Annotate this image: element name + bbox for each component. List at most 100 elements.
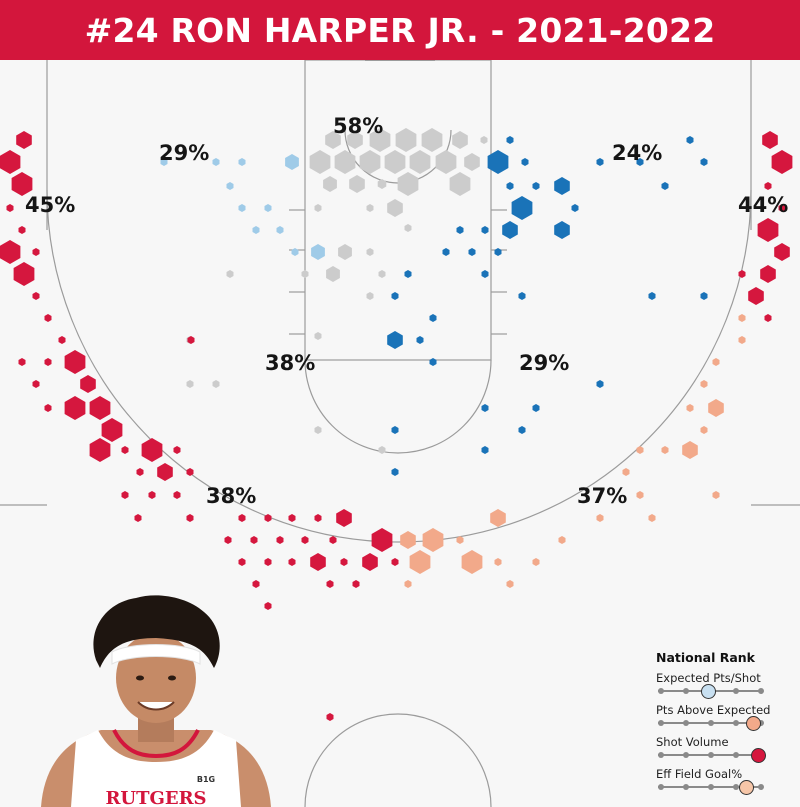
shot-hex <box>212 380 220 388</box>
shot-hex <box>349 175 365 193</box>
shot-hex <box>288 558 296 566</box>
shot-hex <box>329 536 337 544</box>
shot-hex <box>366 204 374 212</box>
slider-tick <box>758 720 764 726</box>
slider-tick <box>658 720 664 726</box>
page-title: #24 RON HARPER JR. - 2021-2022 <box>84 10 716 50</box>
shot-hex <box>16 131 32 149</box>
zone-label-paint: 58% <box>333 114 383 138</box>
shot-hex <box>301 270 309 278</box>
shot-hex <box>148 491 156 499</box>
shot-hex <box>160 158 168 166</box>
legend-slider-track <box>658 716 764 731</box>
legend-item-expected-pts: Expected Pts/Shot <box>656 671 796 703</box>
shot-hex <box>511 196 533 220</box>
shot-hex <box>323 176 337 192</box>
shot-hex <box>712 491 720 499</box>
shot-hex <box>442 248 450 256</box>
shot-hex <box>250 536 258 544</box>
shot-hex <box>391 558 399 566</box>
slider-tick <box>733 784 739 790</box>
legend-slider-knob <box>701 684 716 699</box>
shot-hex <box>648 292 656 300</box>
shot-hex <box>32 248 40 256</box>
shot-hex <box>352 580 360 588</box>
shot-hex <box>384 150 406 174</box>
shot-hex <box>252 226 260 234</box>
shot-hex <box>636 158 644 166</box>
court-lines <box>0 59 800 807</box>
shot-hex <box>449 172 471 196</box>
zone-label-short-mid-left: 29% <box>159 141 209 165</box>
shot-hex <box>456 536 464 544</box>
shot-hex <box>264 602 272 610</box>
zone-label-short-mid-right: 24% <box>612 141 662 165</box>
shot-hex <box>173 491 181 499</box>
shot-hex <box>44 404 52 412</box>
shot-hex <box>336 509 352 527</box>
shot-hexes <box>0 128 793 721</box>
legend-item-pts-above-expected: Pts Above Expected <box>656 703 796 735</box>
player-jersey <box>71 730 241 807</box>
shot-hex <box>774 243 790 261</box>
shot-hex <box>596 158 604 166</box>
shot-hex <box>369 128 391 152</box>
shot-hex <box>481 404 489 412</box>
shot-hex <box>186 514 194 522</box>
shot-hex <box>391 292 399 300</box>
shot-hex <box>532 558 540 566</box>
shot-hex <box>422 528 444 552</box>
shot-hex <box>435 150 457 174</box>
slider-tick <box>733 720 739 726</box>
shot-hex <box>712 358 720 366</box>
jersey-text: RUTGERS <box>105 788 206 807</box>
shot-hex <box>397 172 419 196</box>
shot-hex <box>226 270 234 278</box>
shot-hex <box>80 375 96 393</box>
shot-hex <box>13 262 35 286</box>
shot-hex <box>32 292 40 300</box>
shot-hex <box>554 221 570 239</box>
shot-hex <box>326 580 334 588</box>
shot-hex <box>366 248 374 256</box>
shot-hex <box>136 468 144 476</box>
jersey-collar <box>112 729 200 759</box>
legend-slider-track <box>658 684 764 699</box>
shot-hex <box>157 463 173 481</box>
shot-hex <box>276 536 284 544</box>
shot-hex <box>187 336 195 344</box>
shot-hex <box>636 491 644 499</box>
shot-hex <box>6 204 14 212</box>
slider-tick <box>733 688 739 694</box>
shot-hex <box>461 550 483 574</box>
shot-hex <box>494 558 502 566</box>
shot-hex <box>421 128 443 152</box>
shot-hex <box>276 226 284 234</box>
shot-hex <box>636 446 644 454</box>
shot-hex <box>314 514 322 522</box>
shot-hex <box>264 514 272 522</box>
legend-slider-knob <box>751 748 766 763</box>
shot-hex <box>596 380 604 388</box>
shot-hex <box>506 182 514 190</box>
shot-hex <box>325 131 341 149</box>
shot-hex <box>309 150 331 174</box>
slider-tick <box>683 752 689 758</box>
shot-hex <box>494 248 502 256</box>
shot-hex <box>314 204 322 212</box>
shot-hex <box>58 336 66 344</box>
title-bar: #24 RON HARPER JR. - 2021-2022 <box>0 0 800 60</box>
zone-label-right-wing-three: 37% <box>577 484 627 508</box>
slider-tick <box>708 752 714 758</box>
shot-hex <box>288 514 296 522</box>
player-eye-left <box>136 675 144 681</box>
zone-label-left-wing-three: 38% <box>206 484 256 508</box>
slider-tick <box>658 752 664 758</box>
shot-hex <box>18 226 26 234</box>
shot-hex <box>224 536 232 544</box>
shot-hex <box>362 553 378 571</box>
legend-item-shot-volume: Shot Volume <box>656 735 796 767</box>
shot-hex <box>32 380 40 388</box>
shot-hex <box>748 287 764 305</box>
